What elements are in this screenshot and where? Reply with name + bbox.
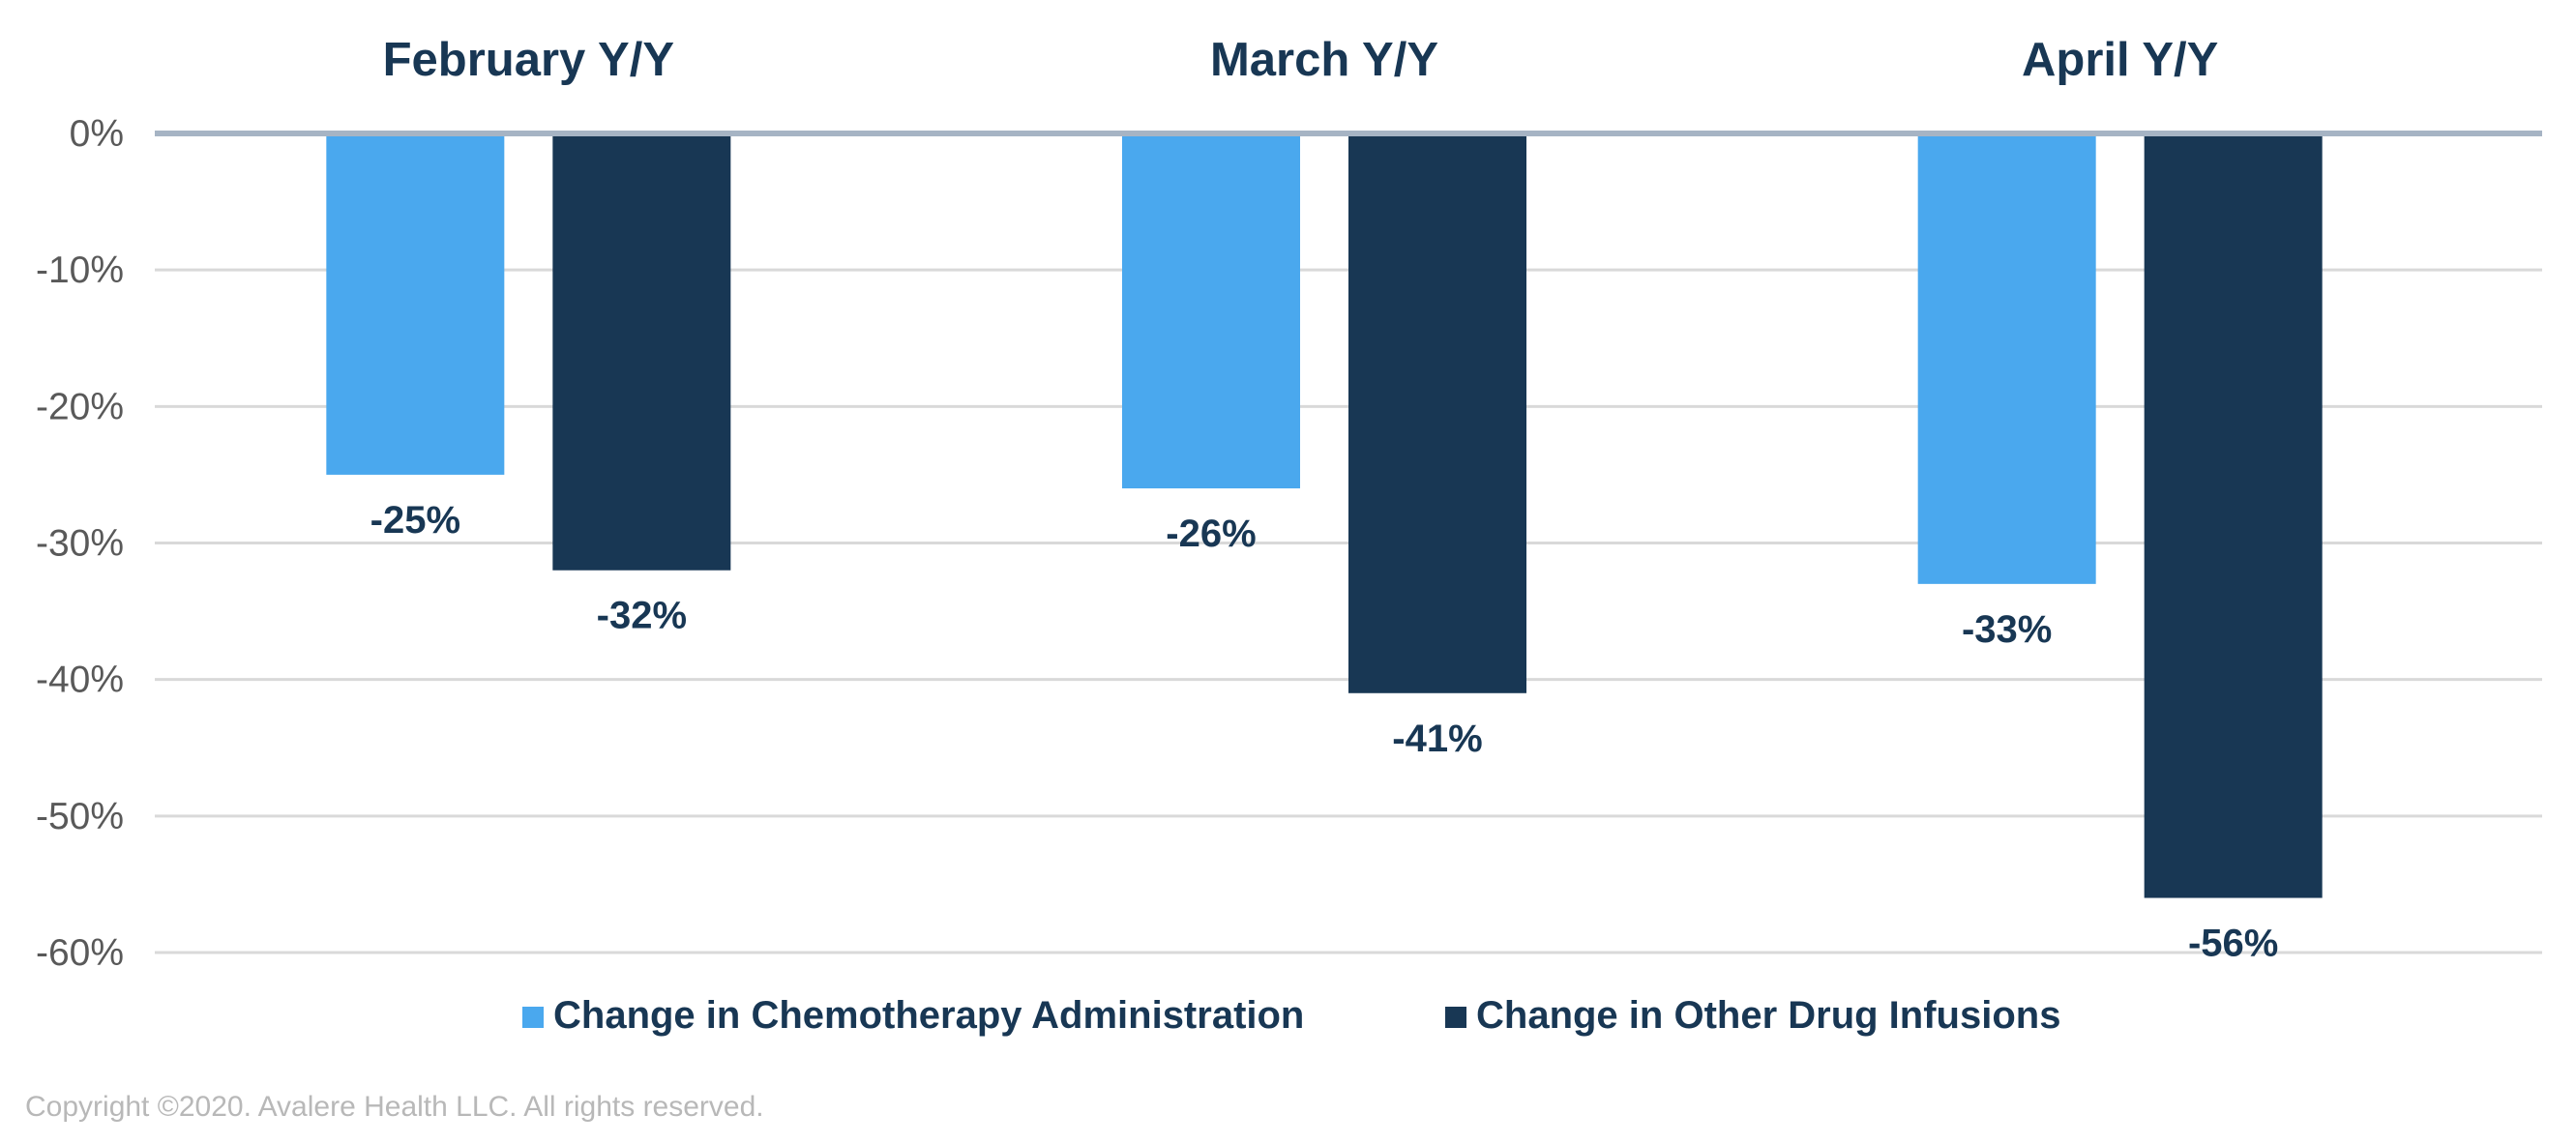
data-label: -56%	[2188, 923, 2278, 965]
data-label: -26%	[1166, 513, 1256, 555]
bars	[326, 133, 2323, 898]
y-tick-label: 0%	[70, 113, 124, 155]
category-labels: February Y/Y March Y/Y April Y/Y	[383, 34, 2219, 86]
data-label: -25%	[370, 499, 460, 542]
y-tick-label: -50%	[36, 796, 124, 837]
legend-swatch	[1445, 1007, 1466, 1028]
y-tick-label: -20%	[36, 386, 124, 427]
bar-chart: 0% -10% -20% -30% -40% -50% -60% February Y/Y M…	[36, 34, 2542, 1037]
y-tick-label: -30%	[36, 523, 124, 565]
bar	[2144, 133, 2323, 898]
category-label: April Y/Y	[2022, 34, 2218, 86]
y-tick-label: -60%	[36, 932, 124, 974]
bar	[1122, 133, 1300, 489]
data-label: -32%	[597, 595, 687, 637]
bar	[326, 133, 505, 475]
bar	[1917, 133, 2096, 584]
category-label: February Y/Y	[383, 34, 674, 86]
y-tick-label: -10%	[36, 249, 124, 291]
data-labels: -25% -32% -26% -41% -33% -56%	[370, 499, 2279, 965]
bar	[552, 133, 731, 571]
legend-label: Change in Other Drug Infusions	[1476, 994, 2060, 1037]
category-label: March Y/Y	[1210, 34, 1438, 86]
bar	[1348, 133, 1526, 693]
y-tick-label: -40%	[36, 660, 124, 701]
data-label: -33%	[1962, 608, 2052, 651]
y-axis-tick-labels: 0% -10% -20% -30% -40% -50% -60%	[36, 113, 124, 974]
copyright-text: Copyright ©2020. Avalere Health LLC. All…	[25, 1091, 764, 1123]
legend-label: Change in Chemotherapy Administration	[553, 994, 1304, 1037]
data-label: -41%	[1392, 718, 1482, 760]
legend: Change in Chemotherapy Administration Cha…	[522, 994, 2060, 1037]
legend-swatch	[522, 1007, 544, 1028]
